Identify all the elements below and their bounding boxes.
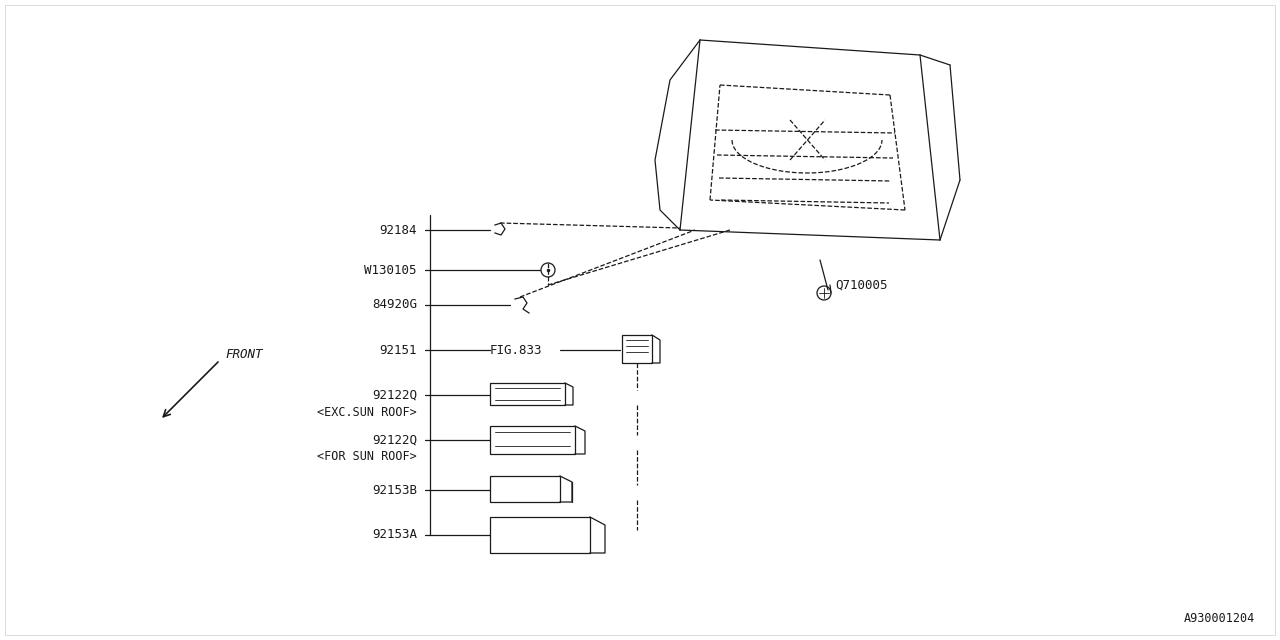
Bar: [490, 517, 590, 553]
Bar: [490, 476, 561, 502]
Text: 84920G: 84920G: [372, 298, 417, 312]
Text: 92153A: 92153A: [372, 529, 417, 541]
Text: 92184: 92184: [379, 223, 417, 237]
Text: FIG.833: FIG.833: [490, 344, 543, 356]
Bar: [490, 426, 575, 454]
Bar: [490, 383, 564, 405]
Text: FRONT: FRONT: [225, 349, 262, 362]
Text: 92151: 92151: [379, 344, 417, 356]
Text: Q710005: Q710005: [835, 278, 887, 291]
Text: 92122Q: 92122Q: [372, 433, 417, 447]
Bar: [622, 335, 652, 363]
Text: <EXC.SUN ROOF>: <EXC.SUN ROOF>: [317, 406, 417, 419]
Text: W130105: W130105: [365, 264, 417, 276]
Text: A930001204: A930001204: [1184, 612, 1254, 625]
Text: <FOR SUN ROOF>: <FOR SUN ROOF>: [317, 451, 417, 463]
Text: 92122Q: 92122Q: [372, 388, 417, 401]
Text: 92153B: 92153B: [372, 483, 417, 497]
